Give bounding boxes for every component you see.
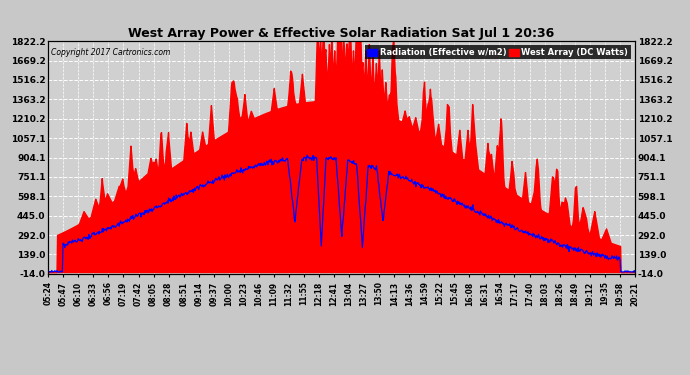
Legend: Radiation (Effective w/m2), West Array (DC Watts): Radiation (Effective w/m2), West Array (… <box>364 45 631 59</box>
Title: West Array Power & Effective Solar Radiation Sat Jul 1 20:36: West Array Power & Effective Solar Radia… <box>128 27 555 40</box>
Text: Copyright 2017 Cartronics.com: Copyright 2017 Cartronics.com <box>51 48 170 57</box>
